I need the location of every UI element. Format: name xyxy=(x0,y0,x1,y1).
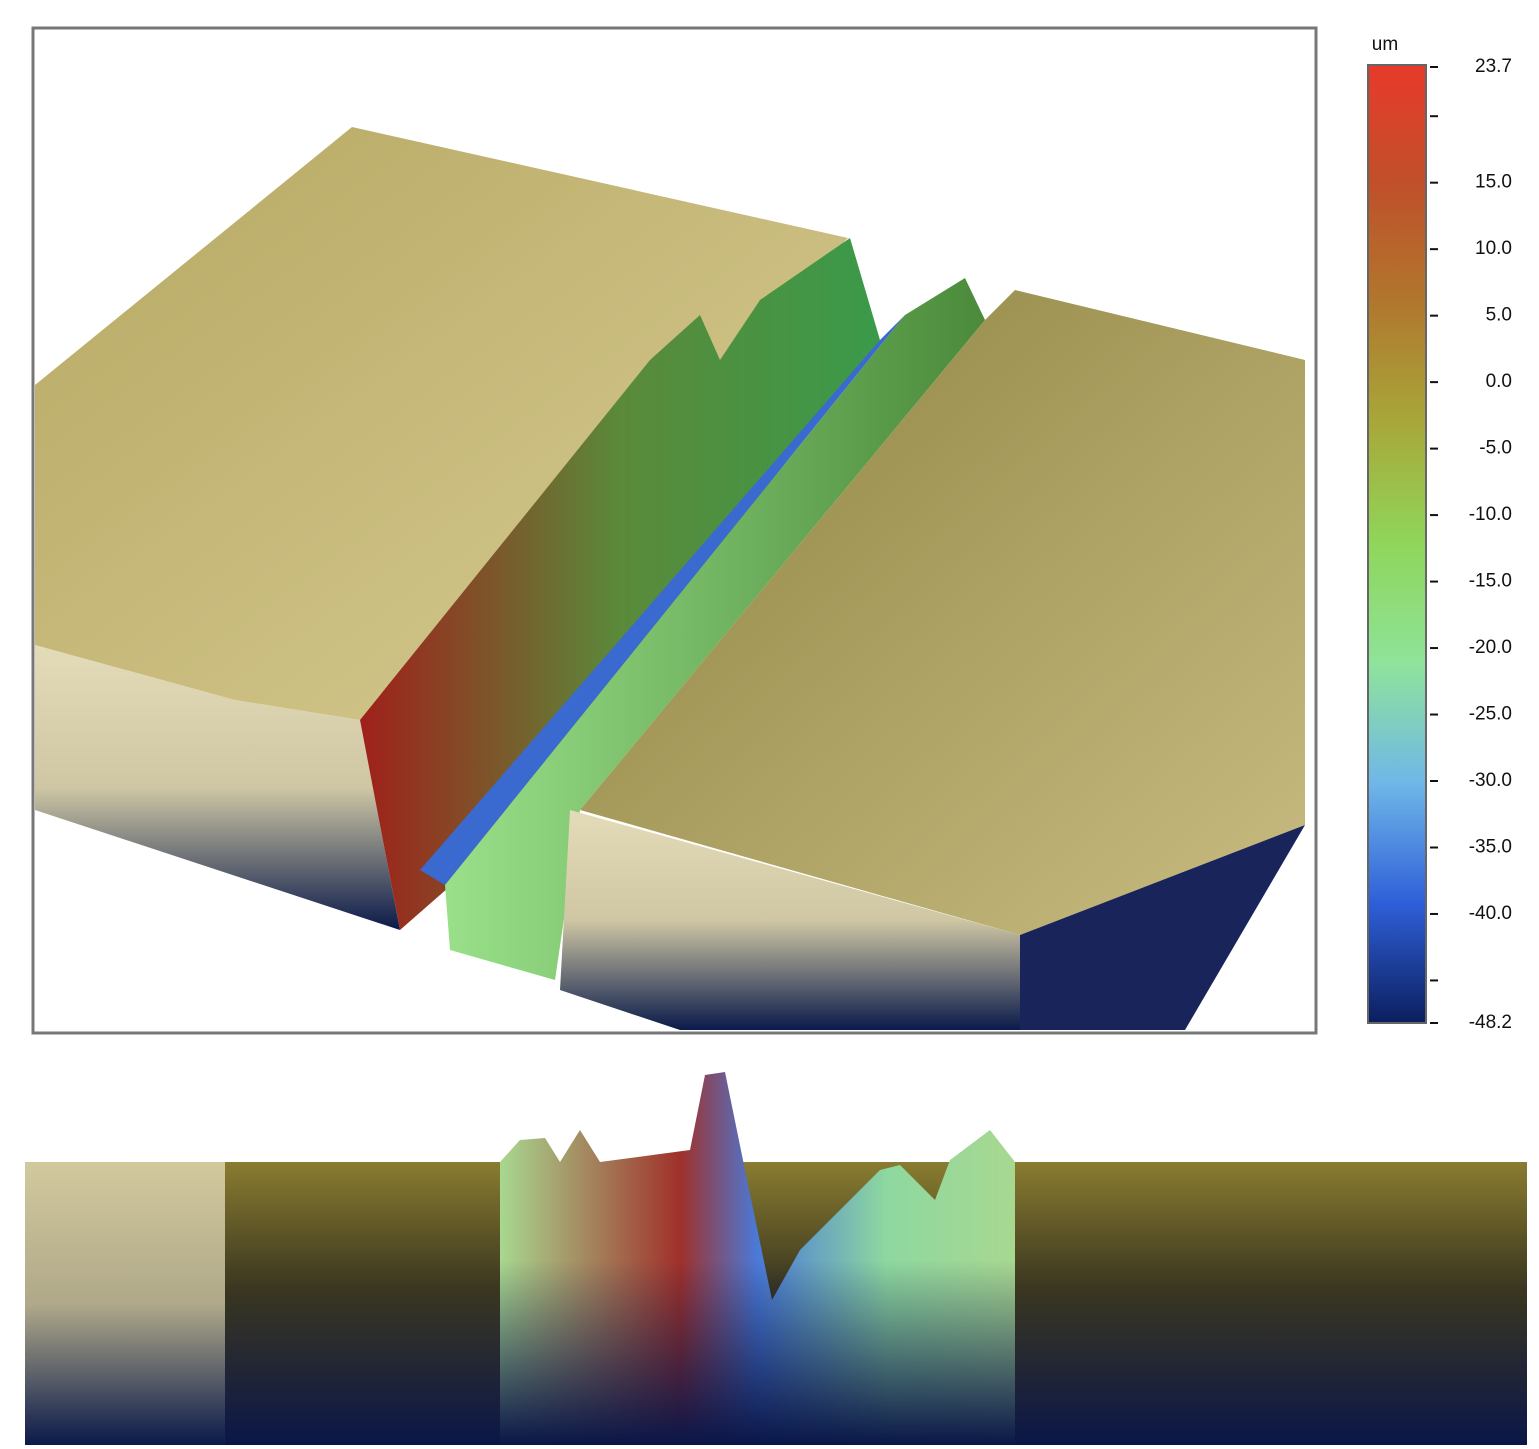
colorbar-tick-label: -10.0 xyxy=(1469,504,1512,525)
colorbar-tick-label: -40.0 xyxy=(1469,903,1512,924)
colorbar-tick-label: -25.0 xyxy=(1469,704,1512,725)
colorbar-tick-label: -35.0 xyxy=(1469,837,1512,858)
colorbar-unit: um xyxy=(1372,34,1398,55)
profile-render xyxy=(25,1072,1527,1445)
colorbar-tick-label: -30.0 xyxy=(1469,770,1512,791)
colorbar-tick-label: 15.0 xyxy=(1475,172,1512,193)
colorbar-tick-label: 5.0 xyxy=(1486,305,1512,326)
colorbar-tick-label: -48.2 xyxy=(1469,1012,1512,1033)
colorbar-tick-label: 10.0 xyxy=(1475,238,1512,259)
colorbar-tick-label: -5.0 xyxy=(1479,438,1512,459)
colorbar-tick-label: 0.0 xyxy=(1486,371,1512,392)
colorbar-tick-label: -20.0 xyxy=(1469,637,1512,658)
colorbar-tick-label: 23.7 xyxy=(1475,56,1512,77)
colorbar xyxy=(1367,64,1427,1024)
plot-frame xyxy=(31,26,1318,1035)
surface-render xyxy=(35,127,1305,1030)
colorbar-tick-label: -15.0 xyxy=(1469,571,1512,592)
